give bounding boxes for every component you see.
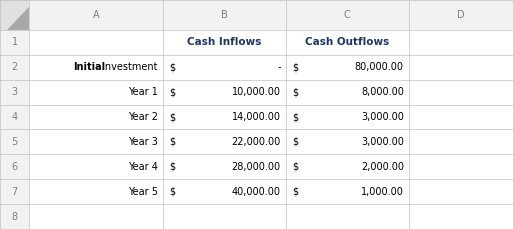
Text: Year 3: Year 3 bbox=[128, 137, 157, 147]
Bar bbox=[286, 30, 409, 55]
Bar bbox=[0, 154, 29, 179]
Text: 6: 6 bbox=[12, 162, 17, 172]
Text: 1: 1 bbox=[12, 37, 17, 47]
Text: $: $ bbox=[293, 162, 299, 172]
Text: 1,000.00: 1,000.00 bbox=[361, 187, 404, 197]
Bar bbox=[163, 30, 286, 55]
Text: 4: 4 bbox=[12, 112, 17, 122]
Text: 2,000.00: 2,000.00 bbox=[361, 162, 404, 172]
Text: 3,000.00: 3,000.00 bbox=[361, 112, 404, 122]
Bar bbox=[409, 179, 513, 204]
Text: 3,000.00: 3,000.00 bbox=[361, 137, 404, 147]
Text: Year 1: Year 1 bbox=[128, 87, 157, 97]
Bar bbox=[0, 30, 29, 55]
Text: $: $ bbox=[293, 187, 299, 197]
Text: 5: 5 bbox=[11, 137, 18, 147]
Bar bbox=[163, 154, 286, 179]
Bar bbox=[409, 55, 513, 80]
Text: Cash Inflows: Cash Inflows bbox=[187, 37, 261, 47]
Bar bbox=[29, 30, 163, 55]
Bar bbox=[0, 204, 29, 229]
Bar bbox=[29, 154, 163, 179]
Text: $: $ bbox=[170, 187, 176, 197]
Bar bbox=[163, 0, 286, 30]
Bar bbox=[163, 80, 286, 105]
Bar bbox=[29, 0, 163, 30]
Text: $: $ bbox=[170, 162, 176, 172]
Text: 14,000.00: 14,000.00 bbox=[232, 112, 281, 122]
Text: 80,000.00: 80,000.00 bbox=[355, 62, 404, 72]
Bar bbox=[0, 179, 29, 204]
Bar bbox=[0, 55, 29, 80]
Text: C: C bbox=[344, 10, 351, 20]
Bar bbox=[409, 154, 513, 179]
Bar bbox=[286, 55, 409, 80]
Bar bbox=[0, 0, 29, 30]
Bar bbox=[286, 80, 409, 105]
Text: $: $ bbox=[170, 87, 176, 97]
Bar bbox=[409, 30, 513, 55]
Bar bbox=[163, 130, 286, 154]
Text: $: $ bbox=[293, 112, 299, 122]
Text: $: $ bbox=[293, 87, 299, 97]
Bar bbox=[409, 105, 513, 130]
Text: 7: 7 bbox=[11, 187, 18, 197]
Bar bbox=[286, 154, 409, 179]
Bar bbox=[29, 179, 163, 204]
Text: Year 5: Year 5 bbox=[128, 187, 157, 197]
Bar bbox=[29, 55, 163, 80]
Bar bbox=[29, 130, 163, 154]
Bar bbox=[29, 105, 163, 130]
Text: 40,000.00: 40,000.00 bbox=[232, 187, 281, 197]
Bar bbox=[163, 204, 286, 229]
Bar bbox=[163, 55, 286, 80]
Bar bbox=[286, 130, 409, 154]
Text: Investment: Investment bbox=[102, 62, 157, 72]
Text: $: $ bbox=[170, 112, 176, 122]
Bar bbox=[409, 130, 513, 154]
Text: 2: 2 bbox=[11, 62, 18, 72]
Text: 3: 3 bbox=[12, 87, 17, 97]
Bar bbox=[29, 80, 163, 105]
Text: 28,000.00: 28,000.00 bbox=[231, 162, 281, 172]
Text: 10,000.00: 10,000.00 bbox=[232, 87, 281, 97]
Text: A: A bbox=[93, 10, 99, 20]
Bar bbox=[409, 80, 513, 105]
Bar bbox=[163, 105, 286, 130]
Bar bbox=[0, 130, 29, 154]
Bar bbox=[409, 204, 513, 229]
Text: $: $ bbox=[293, 137, 299, 147]
Bar bbox=[286, 0, 409, 30]
Text: $: $ bbox=[170, 62, 176, 72]
Polygon shape bbox=[7, 8, 29, 30]
Bar bbox=[29, 204, 163, 229]
Bar bbox=[286, 179, 409, 204]
Bar bbox=[0, 105, 29, 130]
Bar bbox=[286, 204, 409, 229]
Text: B: B bbox=[221, 10, 228, 20]
Text: Year 2: Year 2 bbox=[128, 112, 157, 122]
Text: Year 4: Year 4 bbox=[128, 162, 157, 172]
Text: -: - bbox=[277, 62, 281, 72]
Bar bbox=[409, 0, 513, 30]
Text: D: D bbox=[457, 10, 465, 20]
Text: $: $ bbox=[293, 62, 299, 72]
Text: Cash Outflows: Cash Outflows bbox=[305, 37, 389, 47]
Text: 22,000.00: 22,000.00 bbox=[231, 137, 281, 147]
Text: 8,000.00: 8,000.00 bbox=[361, 87, 404, 97]
Text: $: $ bbox=[170, 137, 176, 147]
Text: Initial: Initial bbox=[73, 62, 106, 72]
Bar bbox=[286, 105, 409, 130]
Text: 8: 8 bbox=[12, 212, 17, 222]
Bar bbox=[0, 80, 29, 105]
Bar bbox=[163, 179, 286, 204]
